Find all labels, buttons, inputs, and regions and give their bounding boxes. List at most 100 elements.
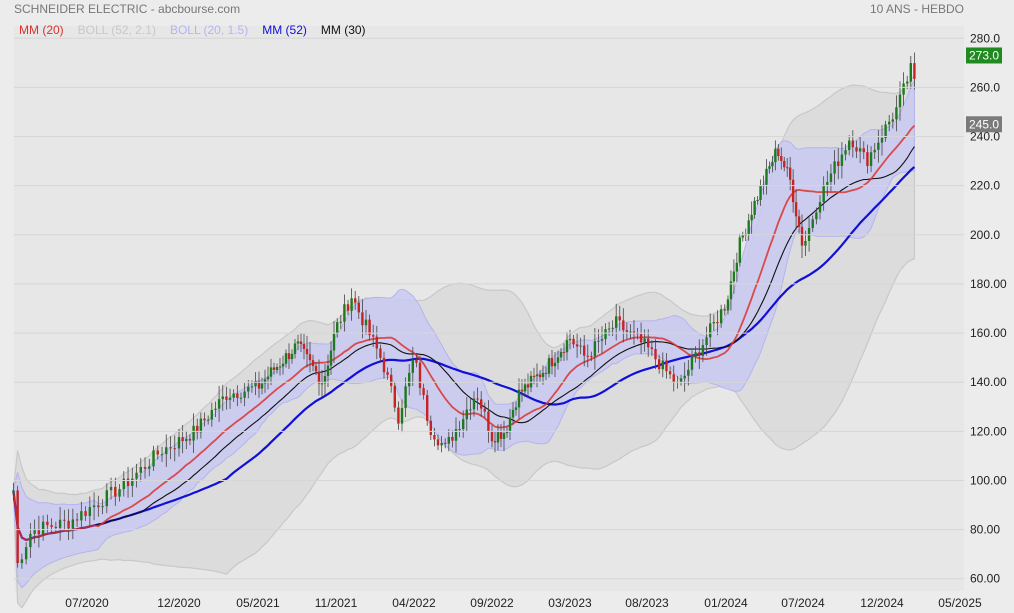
- candle-up: [411, 359, 414, 373]
- candle-up: [888, 121, 891, 125]
- candle-up: [101, 506, 104, 508]
- candle-up: [906, 81, 909, 84]
- candle-down: [618, 316, 621, 321]
- candle-up: [553, 362, 557, 367]
- candle-up: [192, 425, 195, 441]
- candle-up: [565, 340, 569, 353]
- candle-up: [135, 472, 138, 479]
- candle-down: [544, 372, 548, 374]
- candle-up: [701, 345, 705, 356]
- candle-down: [188, 438, 192, 441]
- candle-down: [143, 466, 147, 469]
- candle-up: [811, 219, 814, 229]
- candle-down: [698, 352, 701, 356]
- candle-up: [92, 505, 96, 508]
- candle-down: [639, 334, 643, 343]
- candle-up: [284, 353, 288, 364]
- candle-down: [50, 525, 53, 527]
- candle-down: [851, 140, 855, 148]
- y-tick-label: 80.00: [970, 523, 1000, 537]
- candle-up: [891, 119, 894, 122]
- candle-up: [217, 399, 221, 409]
- x-tick-label: 05/2021: [236, 596, 280, 610]
- candle-down: [572, 338, 575, 345]
- candle-down: [126, 478, 130, 486]
- candle-up: [404, 386, 407, 409]
- candle-up: [611, 327, 614, 329]
- candle-up: [902, 83, 905, 95]
- candle-down: [156, 450, 159, 455]
- candle-up: [260, 383, 264, 389]
- candle-up: [759, 185, 762, 201]
- candle-down: [913, 63, 916, 79]
- candle-down: [780, 156, 783, 161]
- candle-up: [508, 417, 512, 432]
- x-tick-label: 01/2024: [704, 596, 748, 610]
- candle-up: [247, 386, 250, 392]
- candle-up: [177, 437, 181, 449]
- candle-up: [738, 237, 742, 263]
- candle-up: [822, 184, 825, 203]
- candle-down: [483, 408, 486, 412]
- candle-up: [768, 166, 771, 169]
- candle-up: [765, 168, 768, 185]
- legend-item: MM (20): [19, 23, 64, 37]
- candle-down: [657, 359, 661, 370]
- candle-down: [390, 374, 393, 386]
- y-tick-label: 280.0: [970, 31, 1000, 45]
- candle-up: [20, 559, 24, 564]
- candle-up: [880, 138, 884, 143]
- y-tick-label: 260.0: [970, 80, 1000, 94]
- candle-up: [12, 490, 15, 493]
- candle-down: [302, 344, 306, 349]
- candle-up: [579, 345, 582, 347]
- candle-up: [266, 376, 270, 380]
- y-tick-label: 240.0: [970, 130, 1000, 144]
- candle-down: [650, 347, 654, 349]
- candle-up: [214, 408, 217, 410]
- candle-up: [909, 63, 912, 82]
- candle-up: [232, 393, 235, 398]
- candle-down: [37, 528, 41, 535]
- candle-up: [165, 447, 168, 455]
- candle-down: [538, 374, 542, 378]
- candle-down: [480, 399, 483, 409]
- candle-up: [364, 319, 368, 326]
- y-tick-label: 220.0: [970, 179, 1000, 193]
- candle-up: [523, 384, 527, 392]
- candle-up: [440, 442, 443, 446]
- candle-down: [586, 355, 589, 357]
- candle-down: [862, 148, 865, 153]
- candle-down: [379, 348, 382, 358]
- y-axis: 280.0 260.0 240.0 220.0 200.0 180.00 160.00 140…: [14, 31, 1007, 586]
- x-tick-label: 09/2022: [470, 596, 514, 610]
- candle-down: [451, 436, 454, 441]
- candle-up: [41, 521, 45, 535]
- candle-down: [203, 418, 206, 421]
- candle-down: [800, 226, 804, 246]
- candle-down: [575, 344, 579, 347]
- candle-up: [400, 408, 404, 424]
- y-tick-label: 140.00: [970, 375, 1007, 389]
- candle-up: [517, 389, 521, 408]
- candle-down: [590, 356, 593, 358]
- candle-up: [329, 350, 333, 366]
- candle-up: [454, 429, 458, 441]
- candle-down: [625, 330, 629, 332]
- candle-up: [833, 161, 836, 174]
- candle-up: [160, 454, 164, 456]
- y-tick-label: 180.00: [970, 277, 1007, 291]
- candle-up: [615, 316, 618, 328]
- candle-down: [196, 425, 199, 433]
- candle-down: [236, 393, 239, 398]
- candle-down: [257, 380, 261, 389]
- candle-up: [228, 397, 232, 400]
- candle-up: [275, 367, 279, 370]
- bollinger-bands: [12, 73, 915, 609]
- chart-period: 10 ANS - HEBDO: [870, 2, 964, 16]
- candle-up: [269, 367, 273, 377]
- candle-up: [350, 298, 353, 311]
- candle-down: [368, 319, 371, 336]
- candle-down: [415, 359, 418, 363]
